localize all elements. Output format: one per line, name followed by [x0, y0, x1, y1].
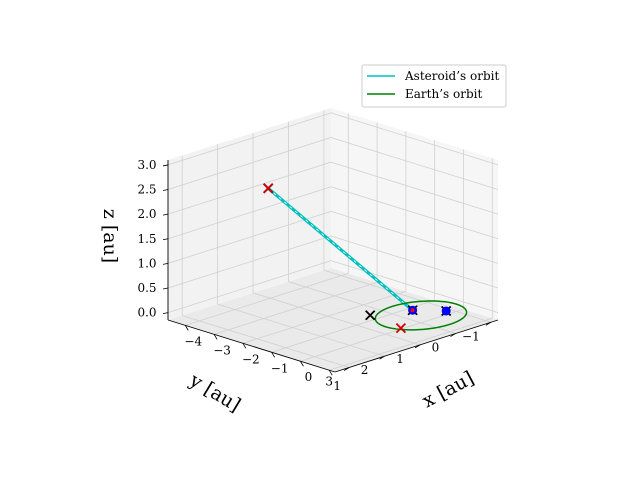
legend-box — [361, 64, 507, 108]
tick-mark — [271, 352, 275, 358]
grid-line — [252, 292, 421, 346]
tick-mark — [328, 370, 333, 376]
y-axis-label: y [au] — [185, 369, 244, 417]
y-tick-label: −1 — [462, 329, 480, 343]
grid-line — [300, 308, 464, 362]
grid-line — [288, 281, 456, 334]
red-dot-marker — [410, 308, 415, 313]
grid-line — [330, 112, 499, 166]
grid-line — [182, 315, 350, 368]
axis-edges — [167, 160, 499, 373]
x-tick-label: −4 — [184, 334, 202, 348]
z-tick-label: 3.0 — [137, 158, 156, 172]
grid-line — [330, 260, 499, 313]
grid-line — [271, 299, 435, 353]
x-tick-label: −2 — [242, 352, 260, 366]
y-tick-label: 0 — [432, 341, 440, 355]
y-tick-label: 2 — [361, 363, 369, 377]
grid-line — [242, 290, 406, 344]
earth-orbit-line — [374, 300, 468, 331]
tick-mark — [379, 355, 385, 360]
tick-mark — [242, 343, 247, 349]
y-tick-label: 1 — [396, 352, 404, 366]
y-tick-label: 3 — [325, 374, 333, 388]
z-tick-label: 2.5 — [137, 183, 156, 197]
black-x-marker — [365, 310, 376, 321]
series-layer — [266, 186, 468, 331]
grid-line — [185, 272, 349, 326]
x-axis-line — [167, 319, 336, 373]
y-axis-line — [334, 319, 499, 373]
red-x-marker — [263, 183, 274, 194]
blue-dot-marker — [441, 306, 451, 316]
x-tick-label: 0 — [305, 370, 313, 384]
grid-line — [167, 112, 332, 166]
x-tick-label: −3 — [213, 343, 231, 357]
grid-line — [330, 161, 499, 215]
tick-mark — [213, 334, 218, 340]
grid-line — [167, 186, 332, 240]
z-tick-label: 0.0 — [137, 306, 156, 320]
red-x-marker — [395, 323, 407, 334]
grid-line — [330, 211, 499, 264]
x-tick-label: 1 — [333, 379, 341, 393]
grid-line — [323, 269, 492, 323]
tick-mark — [184, 325, 189, 331]
tick-mark — [162, 262, 169, 265]
tick-mark — [450, 333, 456, 337]
legend-entry-asteroid: Asteroid’s orbit — [404, 69, 499, 83]
grid-lines — [167, 110, 499, 371]
tick-labels: −4 −3 −2 −1 0 1 −1 0 1 2 3 0.0 0.5 1.0 1.5 2.0 2.5 3.0 — [137, 158, 492, 393]
tick-mark — [162, 213, 169, 216]
tick-mark — [162, 189, 169, 191]
x-axis-label: x [au] — [419, 367, 478, 412]
tick-mark — [162, 164, 169, 167]
tick-mark — [162, 287, 169, 290]
grid-line — [213, 281, 378, 335]
grid-line — [167, 161, 332, 215]
tick-mark — [414, 344, 421, 349]
grid-line — [167, 235, 332, 289]
tick-mark — [162, 238, 169, 241]
grid-line — [330, 235, 499, 289]
legend: Asteroid’s orbit Earth’s orbit — [361, 64, 507, 108]
grid-line — [329, 317, 493, 371]
z-tick-label: 0.5 — [137, 281, 156, 295]
back-right-pane — [331, 108, 498, 320]
tick-mark — [485, 321, 492, 326]
z-tick-label: 1.0 — [137, 256, 156, 270]
x-tick-label: −1 — [271, 361, 289, 375]
z-tick-label: 1.5 — [137, 232, 156, 246]
tick-mark — [162, 312, 169, 315]
marker-layer — [263, 183, 452, 334]
grid-line — [167, 260, 332, 313]
asteroid-orbit-line — [266, 186, 415, 312]
z-tick-label: 2.0 — [137, 207, 156, 221]
grid-line — [167, 137, 332, 190]
back-left-pane — [168, 108, 331, 320]
z-axis-label: z [au] — [99, 209, 121, 263]
grid-line — [217, 303, 385, 357]
legend-entry-earth: Earth’s orbit — [405, 87, 482, 101]
grid-line — [330, 137, 499, 190]
tick-mark — [300, 361, 304, 367]
grid-line — [330, 186, 499, 240]
tick-mark — [343, 367, 350, 371]
